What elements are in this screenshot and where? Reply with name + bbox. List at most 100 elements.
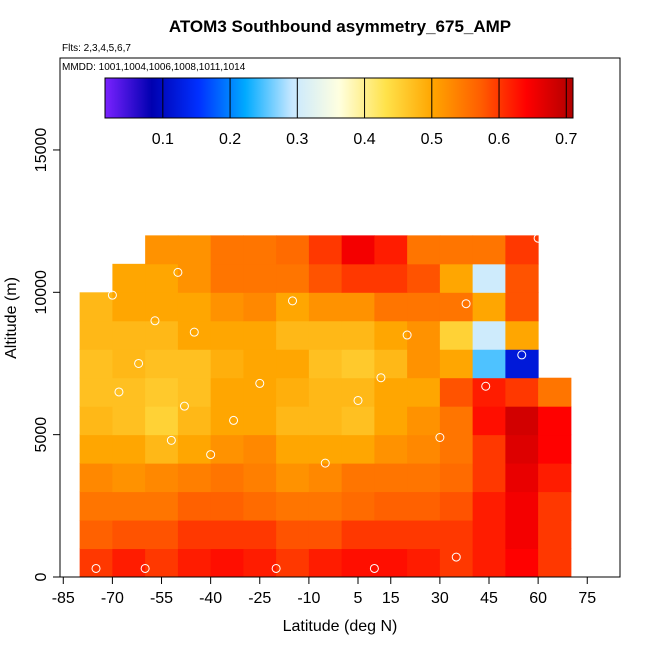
heat-cell: [145, 292, 179, 322]
heat-cell: [407, 349, 441, 379]
heat-cell: [407, 434, 441, 464]
heat-cell: [538, 463, 572, 493]
heat-cell: [374, 235, 408, 265]
heat-cell: [79, 377, 113, 407]
chart-title: ATOM3 Southbound asymmetry_675_AMP: [169, 17, 511, 36]
heat-cell: [308, 235, 343, 265]
heat-cell: [177, 320, 212, 350]
heat-cell: [145, 434, 179, 464]
y-axis-label: Altitude (m): [3, 277, 20, 359]
colorbar-tick-label: 0.4: [353, 131, 375, 148]
x-tick-label: 15: [382, 590, 400, 607]
heat-cell: [308, 292, 343, 322]
sample-point: [533, 233, 543, 243]
heat-cell: [210, 463, 244, 493]
heat-cell: [276, 520, 310, 550]
subtitle: MMDD: 1001,1004,1006,1008,1011,1014: [62, 62, 246, 73]
heat-cell: [145, 235, 179, 265]
heat-cell: [112, 520, 146, 550]
x-tick-label: -40: [199, 590, 222, 607]
sample-point: [517, 350, 527, 360]
heat-cell: [145, 377, 179, 407]
heat-cell: [177, 491, 212, 521]
heat-cell: [341, 349, 375, 379]
x-tick-label: 45: [480, 590, 498, 607]
heat-cell: [472, 548, 506, 578]
heat-cell: [308, 520, 343, 550]
x-tick-label: -70: [101, 590, 124, 607]
sample-point: [353, 395, 363, 405]
heat-cell: [243, 463, 277, 493]
heat-cell: [538, 520, 572, 550]
heat-cell: [112, 349, 146, 379]
colorbar-tick-label: 0.6: [488, 131, 510, 148]
heat-cell: [374, 320, 408, 350]
heat-cell: [472, 263, 506, 293]
heat-cell: [505, 520, 539, 550]
heat-cell: [374, 263, 408, 293]
heat-cell: [439, 491, 474, 521]
heat-cell: [439, 406, 474, 436]
heat-cell: [177, 349, 212, 379]
heat-cell: [112, 320, 146, 350]
heat-cell: [407, 463, 441, 493]
y-tick-label: 5000: [33, 417, 50, 453]
heat-cell: [145, 263, 179, 293]
heat-cell: [472, 292, 506, 322]
colorbar-tick-label: 0.7: [555, 131, 577, 148]
heat-cell: [439, 463, 474, 493]
x-tick-label: -55: [150, 590, 173, 607]
plot-frame: [59, 57, 621, 578]
heat-cell: [341, 434, 375, 464]
heat-cell: [145, 406, 179, 436]
heat-cell: [407, 235, 441, 265]
heat-cell: [439, 263, 474, 293]
heat-cell: [407, 263, 441, 293]
sample-point: [402, 330, 412, 340]
colorbar-tick-label: 0.5: [421, 131, 443, 148]
x-tick-label: -85: [52, 590, 75, 607]
heat-cell: [210, 548, 244, 578]
heat-cell: [407, 406, 441, 436]
heat-cell: [341, 463, 375, 493]
heat-cell: [145, 491, 179, 521]
sample-point: [461, 299, 471, 309]
sample-point: [206, 450, 216, 460]
heat-cell: [407, 292, 441, 322]
heat-cell: [472, 491, 506, 521]
heat-cell: [112, 463, 146, 493]
heat-cell: [341, 263, 375, 293]
heat-cell: [407, 377, 441, 407]
x-tick-label: -10: [297, 590, 320, 607]
heat-cell: [472, 349, 506, 379]
heat-cell: [79, 434, 113, 464]
heat-cell: [472, 377, 506, 407]
heat-cell: [308, 463, 343, 493]
heat-cell: [177, 235, 212, 265]
heat-cell: [243, 292, 277, 322]
heat-cell: [276, 377, 310, 407]
heat-cell: [243, 406, 277, 436]
heat-cell: [276, 463, 310, 493]
sample-point: [173, 267, 183, 277]
heat-cell: [276, 548, 310, 578]
heat-cell: [439, 320, 474, 350]
sample-point: [140, 563, 150, 573]
x-tick-label: -25: [248, 590, 271, 607]
sample-point: [134, 358, 144, 368]
sample-point: [189, 327, 199, 337]
heat-cell: [308, 377, 343, 407]
sample-point: [114, 387, 124, 397]
heat-cell: [505, 349, 539, 379]
sample-point: [369, 563, 379, 573]
heat-cell: [538, 377, 572, 407]
heat-cell: [145, 320, 179, 350]
heat-cell: [308, 349, 343, 379]
heat-cell: [505, 463, 539, 493]
heat-cell: [439, 377, 474, 407]
heat-cell: [538, 491, 572, 521]
heat-cell: [210, 520, 244, 550]
heat-cell: [407, 320, 441, 350]
heat-cell: [145, 463, 179, 493]
heat-cell: [341, 491, 375, 521]
